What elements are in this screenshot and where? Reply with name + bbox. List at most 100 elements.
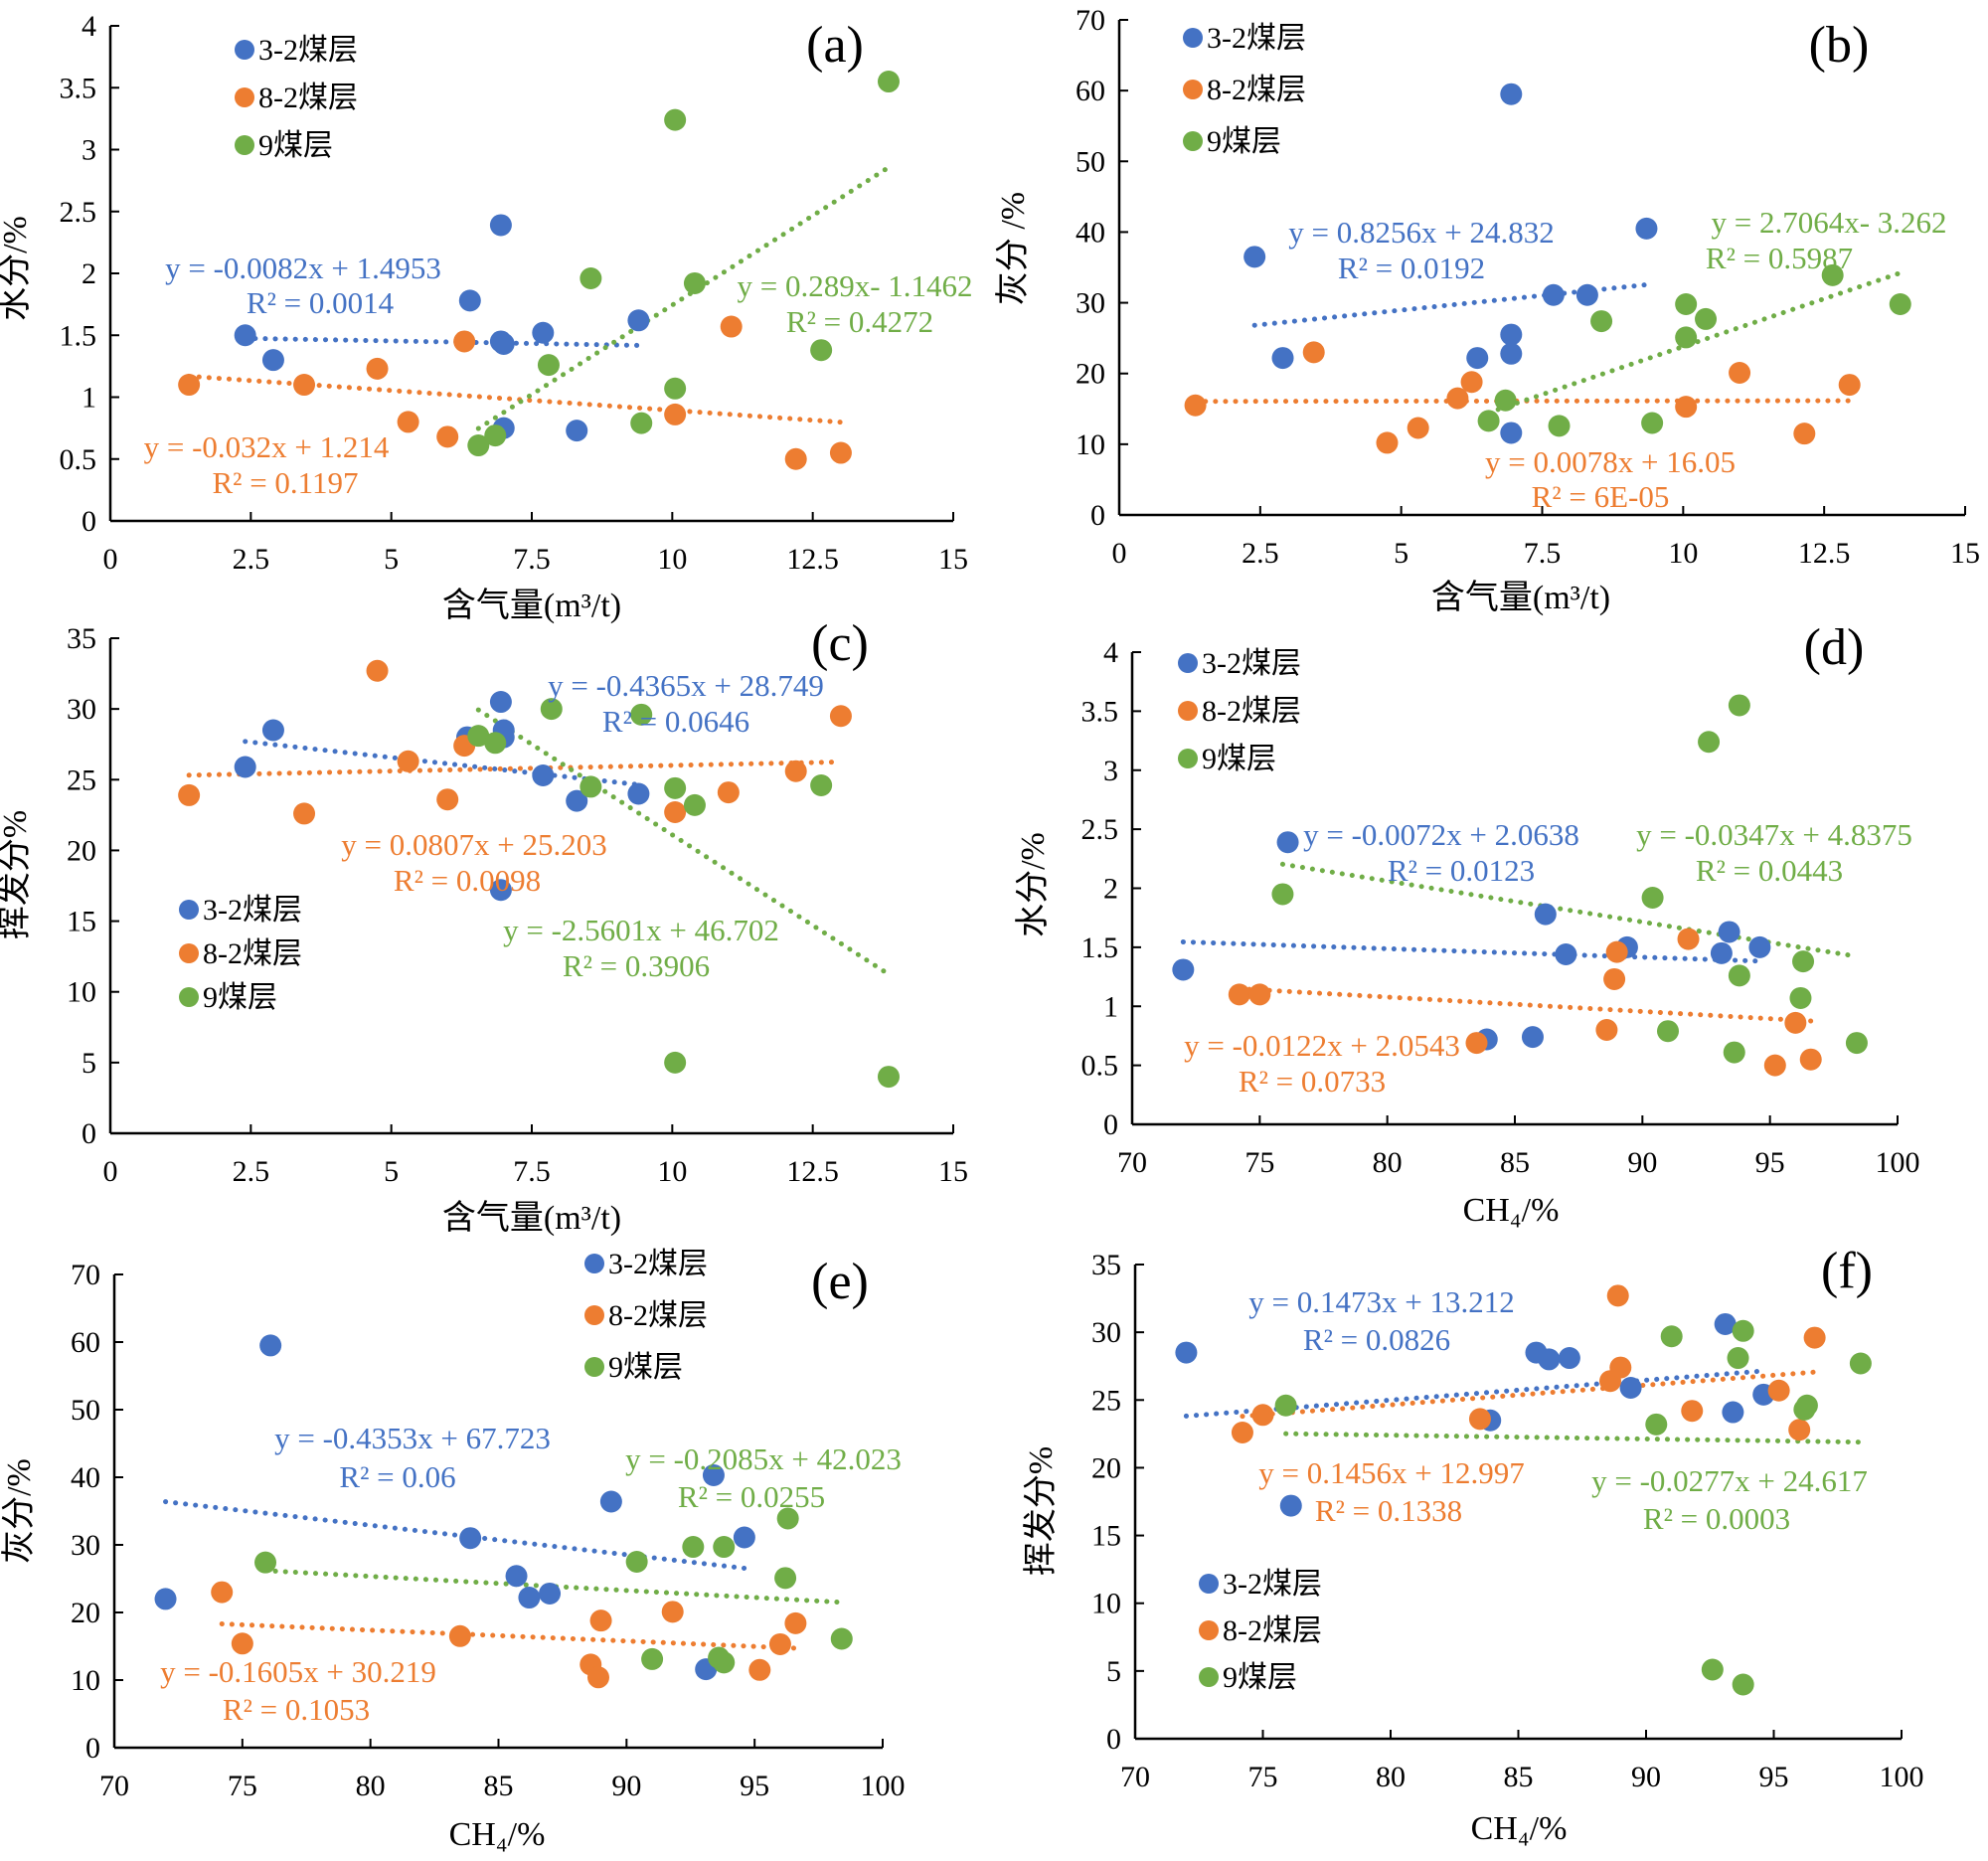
y-tick-label: 0.5 <box>60 443 97 476</box>
y-tick-label: 0 <box>1103 1108 1118 1141</box>
y-tick-label: 2 <box>82 257 96 290</box>
data-point-s82 <box>231 1632 253 1655</box>
y-tick-label: 10 <box>1076 428 1105 461</box>
x-tick-label: 70 <box>1117 1146 1147 1179</box>
x-tick-label: 15 <box>938 1155 968 1188</box>
trend-r-squared: R² = 6E-05 <box>1532 479 1670 514</box>
data-point-s9 <box>1889 292 1911 315</box>
legend-marker-s82 <box>1178 701 1198 721</box>
data-point-s82 <box>1763 1054 1786 1077</box>
data-point-s82 <box>661 1601 684 1623</box>
data-point-s32 <box>1534 903 1557 926</box>
data-point-s9 <box>1695 307 1718 330</box>
x-axis-title: CH₄/% <box>1471 1810 1568 1847</box>
trend-r-squared: R² = 0.1338 <box>1315 1493 1462 1528</box>
data-point-s32 <box>1271 347 1294 370</box>
y-tick-label: 20 <box>67 834 96 867</box>
trendline-s32 <box>163 1499 747 1572</box>
x-tick-label: 70 <box>99 1770 129 1802</box>
data-point-s32 <box>1521 1026 1544 1049</box>
x-tick-label: 5 <box>384 1155 399 1188</box>
data-point-s32 <box>459 1527 482 1550</box>
panel-label: (f) <box>1821 1243 1873 1299</box>
x-tick-label: 90 <box>1627 1146 1657 1179</box>
x-tick-label: 15 <box>1950 537 1980 570</box>
data-point-s82 <box>1605 940 1628 963</box>
legend-marker-s32 <box>584 1254 604 1273</box>
data-point-s9 <box>1590 310 1613 333</box>
x-axis-title: 含气量(m³/t) <box>1431 579 1610 616</box>
data-point-s9 <box>540 698 563 721</box>
data-point-s32 <box>1558 1347 1580 1370</box>
x-tick-label: 75 <box>1244 1146 1274 1179</box>
data-point-s32 <box>489 214 512 237</box>
y-tick-label: 30 <box>67 693 96 726</box>
y-tick-label: 40 <box>1076 216 1105 249</box>
y-tick-label: 30 <box>71 1529 100 1562</box>
data-point-s32 <box>1718 921 1740 943</box>
data-point-s32 <box>1635 217 1658 240</box>
data-point-s9 <box>467 434 490 457</box>
data-point-s32 <box>627 309 650 332</box>
data-point-s9 <box>1675 326 1698 349</box>
legend-label: 8-2煤层 <box>608 1299 708 1332</box>
data-point-s32 <box>566 420 588 442</box>
data-point-s82 <box>1803 1326 1826 1349</box>
legend-label: 9煤层 <box>258 129 333 162</box>
y-tick-label: 30 <box>1076 287 1105 320</box>
trend-r-squared: R² = 0.0014 <box>247 285 395 320</box>
data-point-s82 <box>829 441 852 464</box>
trend-equation: y = 0.8256x + 24.832 <box>1288 215 1554 250</box>
data-point-s82 <box>1228 983 1250 1006</box>
y-tick-label: 0 <box>1106 1723 1121 1756</box>
y-tick-label: 20 <box>71 1597 100 1629</box>
data-point-s9 <box>467 725 490 748</box>
panel-label: (b) <box>1809 17 1870 74</box>
y-tick-label: 1 <box>1103 990 1118 1023</box>
data-point-s82 <box>1446 387 1469 410</box>
data-point-s82 <box>1603 967 1626 990</box>
data-point-s9 <box>1675 292 1698 315</box>
x-tick-label: 2.5 <box>233 543 270 576</box>
trend-equation: y = 0.1456x + 12.997 <box>1258 1455 1524 1490</box>
trendline-s82 <box>1193 398 1853 405</box>
y-tick-label: 50 <box>71 1394 100 1427</box>
y-tick-label: 10 <box>1091 1588 1121 1620</box>
data-point-s82 <box>1302 341 1325 364</box>
x-tick-label: 0 <box>103 1155 118 1188</box>
legend-label: 8-2煤层 <box>203 937 302 970</box>
data-point-s82 <box>211 1581 234 1604</box>
y-tick-label: 4 <box>1103 636 1118 669</box>
data-point-s82 <box>748 1658 771 1681</box>
y-tick-label: 35 <box>1091 1249 1121 1281</box>
data-point-s9 <box>1821 263 1844 286</box>
legend-marker-s82 <box>1199 1620 1219 1640</box>
data-point-s82 <box>366 357 389 380</box>
data-point-s9 <box>713 1651 736 1674</box>
trend-r-squared: R² = 0.0192 <box>1338 251 1485 285</box>
data-point-s82 <box>784 1611 807 1634</box>
data-point-s9 <box>1548 415 1571 437</box>
data-point-s82 <box>1788 1419 1811 1441</box>
data-point-s32 <box>539 1582 562 1605</box>
x-tick-label: 85 <box>1504 1761 1534 1793</box>
x-tick-label: 15 <box>938 543 968 576</box>
y-tick-label: 60 <box>1076 75 1105 107</box>
data-point-s9 <box>1732 1319 1754 1342</box>
data-point-s9 <box>630 703 653 726</box>
legend-marker-s82 <box>584 1305 604 1325</box>
x-tick-label: 85 <box>1500 1146 1530 1179</box>
panel-e: 70 75 80 85 90 95 100 0 10 20 30 40 50 60 70 CH₄/% 灰分/% (… <box>0 1248 906 1853</box>
data-point-s82 <box>436 425 459 448</box>
y-tick-label: 10 <box>67 976 96 1009</box>
trend-equation: y = -0.032x + 1.214 <box>144 429 390 464</box>
trendline-s9 <box>1279 861 1860 959</box>
data-point-s82 <box>1681 1400 1704 1423</box>
x-axis-title: 含气量(m³/t) <box>442 1199 621 1237</box>
y-tick-label: 3 <box>82 134 96 167</box>
trend-equation: y = 0.0807x + 25.203 <box>341 827 606 862</box>
x-axis-title: CH₄/% <box>449 1816 546 1853</box>
data-point-s9 <box>1723 1041 1745 1064</box>
trend-equation: y = -0.0122x + 2.0543 <box>1184 1028 1460 1063</box>
data-point-s32 <box>492 332 515 355</box>
